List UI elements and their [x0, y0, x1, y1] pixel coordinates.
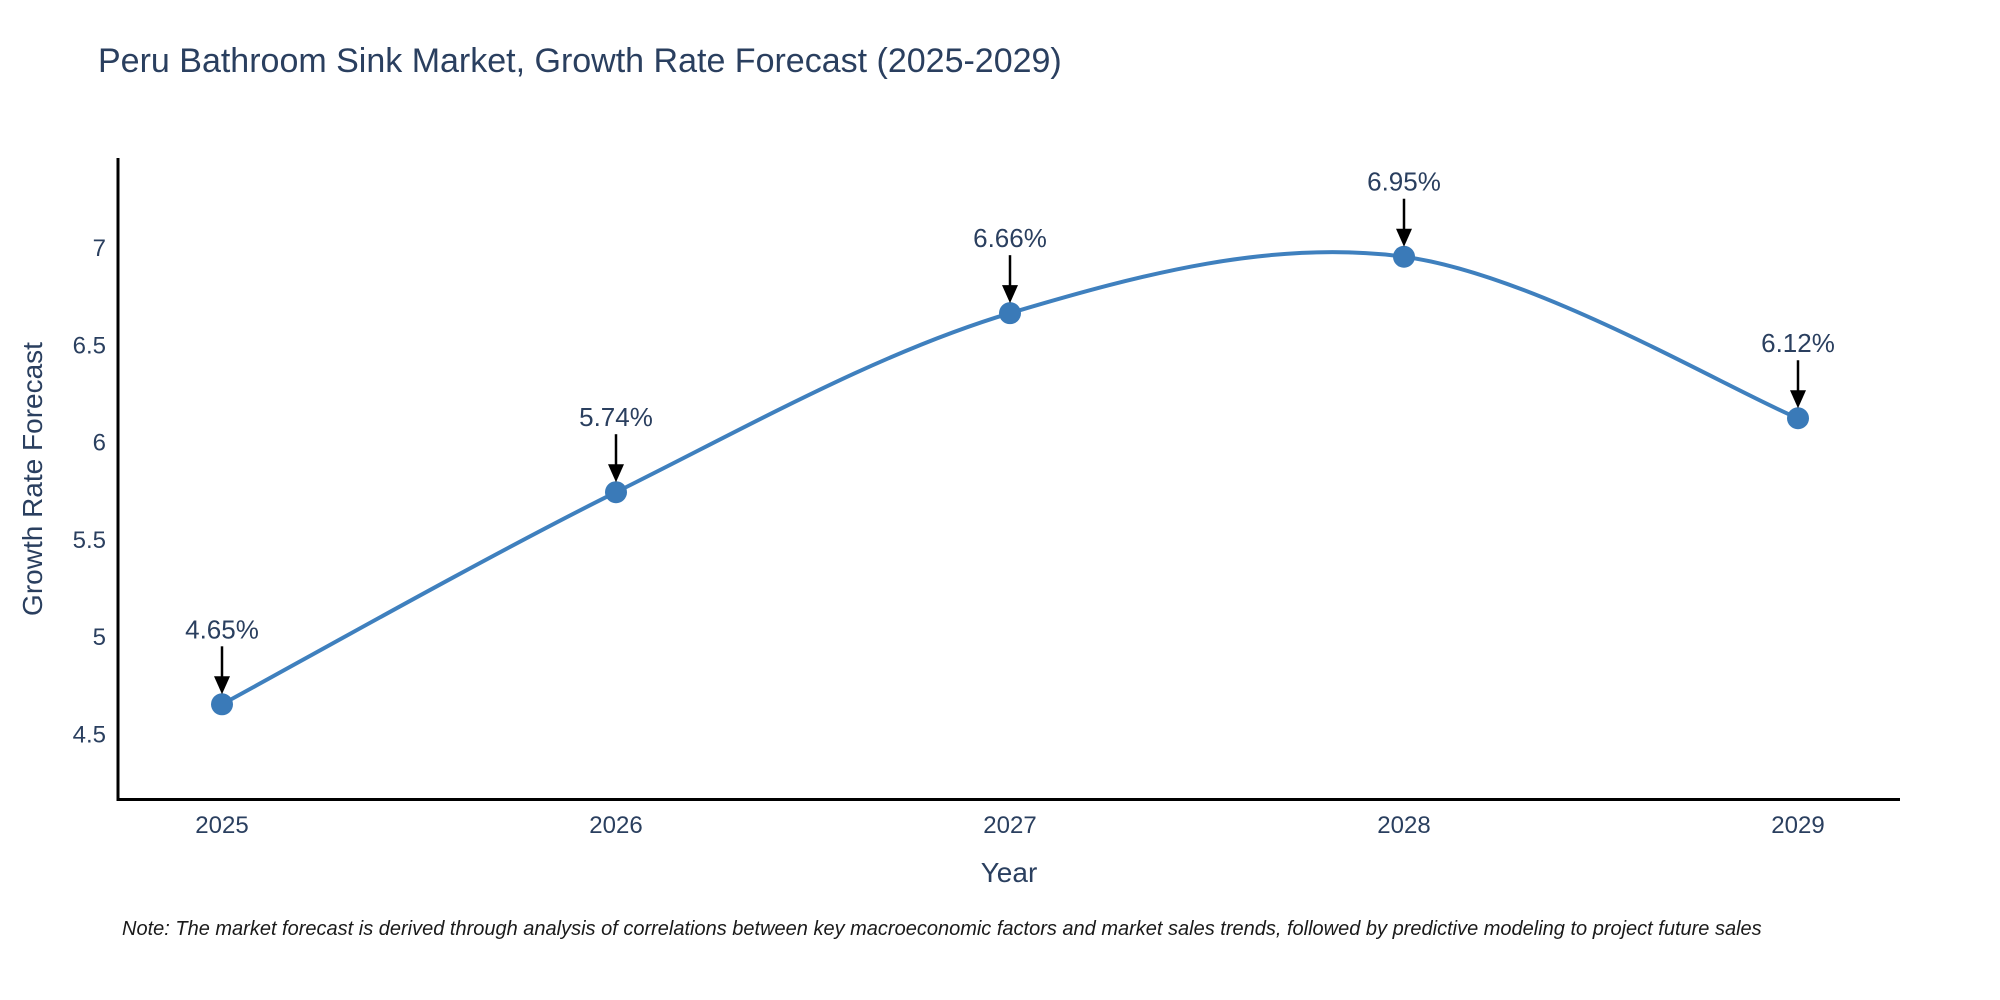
point-annotation: 4.65% — [185, 614, 259, 644]
annotation-arrow-icon — [214, 676, 230, 695]
chart-title: Peru Bathroom Sink Market, Growth Rate F… — [98, 42, 1062, 80]
annotation-arrow-icon — [1002, 285, 1018, 304]
point-annotation: 5.74% — [579, 402, 653, 432]
data-point-marker[interactable] — [1393, 245, 1415, 268]
y-tick-label: 6.5 — [73, 332, 106, 359]
annotation-arrow-icon — [608, 464, 624, 483]
point-annotation: 6.66% — [973, 223, 1047, 253]
data-point-marker[interactable] — [211, 693, 233, 716]
y-axis-title: Growth Rate Forecast — [17, 342, 48, 616]
x-tick-label: 2027 — [983, 812, 1036, 839]
y-tick-label: 5.5 — [73, 527, 106, 554]
footnote: Note: The market forecast is derived thr… — [122, 918, 1762, 940]
x-tick-label: 2029 — [1771, 812, 1824, 839]
x-tick-label: 2025 — [195, 812, 248, 839]
x-axis-title: Year — [980, 857, 1038, 888]
x-tick-label: 2026 — [589, 812, 642, 839]
y-tick-label: 5 — [93, 624, 106, 651]
annotation-arrow-icon — [1396, 228, 1412, 247]
annotation-arrow-icon — [1790, 390, 1806, 409]
x-tick-label: 2028 — [1377, 812, 1430, 839]
data-point-marker[interactable] — [605, 481, 627, 504]
y-tick-label: 6 — [93, 430, 106, 457]
y-tick-label: 7 — [93, 235, 106, 262]
point-annotation: 6.95% — [1367, 167, 1441, 197]
data-point-marker[interactable] — [999, 302, 1021, 325]
point-annotation: 6.12% — [1761, 328, 1835, 358]
y-tick-label: 4.5 — [73, 722, 106, 749]
axis-lines — [116, 158, 1900, 801]
data-point-marker[interactable] — [1787, 407, 1809, 430]
